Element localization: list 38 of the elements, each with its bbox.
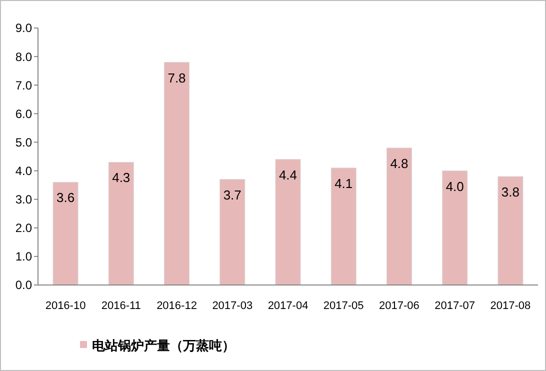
y-tick-label: 6.0 xyxy=(15,106,32,121)
text: 7.8 xyxy=(168,70,186,86)
x-tick-label: 2017-06 xyxy=(379,300,420,312)
bar xyxy=(52,182,78,286)
y-tick-label: 5.0 xyxy=(15,135,32,150)
x-tick-label: 2017-04 xyxy=(268,300,308,312)
bar xyxy=(164,62,190,286)
y-tick-label: 2.0 xyxy=(15,221,32,236)
text: 4.1 xyxy=(334,176,353,191)
text: 3.8 xyxy=(501,184,520,200)
bar xyxy=(220,179,246,286)
y-tick-label: 0.0 xyxy=(15,278,32,292)
bar xyxy=(330,168,356,286)
text: 4.8 xyxy=(390,156,408,171)
text: 3.6 xyxy=(56,190,75,206)
x-tick-label: 2017-03 xyxy=(212,300,253,312)
x-tick-label: 2017-05 xyxy=(323,300,364,312)
text: 4.0 xyxy=(446,178,464,194)
y-tick-label: 4.0 xyxy=(15,164,32,178)
x-tick-label: 2016-11 xyxy=(101,300,141,312)
x-tick-label: 2017-08 xyxy=(490,300,531,312)
x-tick-label: 2016-10 xyxy=(45,300,86,312)
y-tick-label: 1.0 xyxy=(15,250,32,264)
y-tick-label: 9.0 xyxy=(15,21,32,36)
text: 4.4 xyxy=(278,167,298,182)
legend-label: 电站锅炉产量（万蒸吨） xyxy=(92,338,235,353)
bar xyxy=(108,162,134,286)
bar xyxy=(442,170,468,286)
y-tick-label: 3.0 xyxy=(15,192,32,207)
x-tick-label: 2017-07 xyxy=(434,300,476,312)
bar xyxy=(275,159,301,286)
text: 3.7 xyxy=(223,187,242,202)
bar xyxy=(498,176,524,286)
y-tick-label: 8.0 xyxy=(15,50,32,64)
y-tick-label: 7.0 xyxy=(15,78,32,92)
text: 4.3 xyxy=(112,170,130,186)
x-tick-label: 2016-12 xyxy=(156,300,197,312)
bar xyxy=(386,148,412,286)
